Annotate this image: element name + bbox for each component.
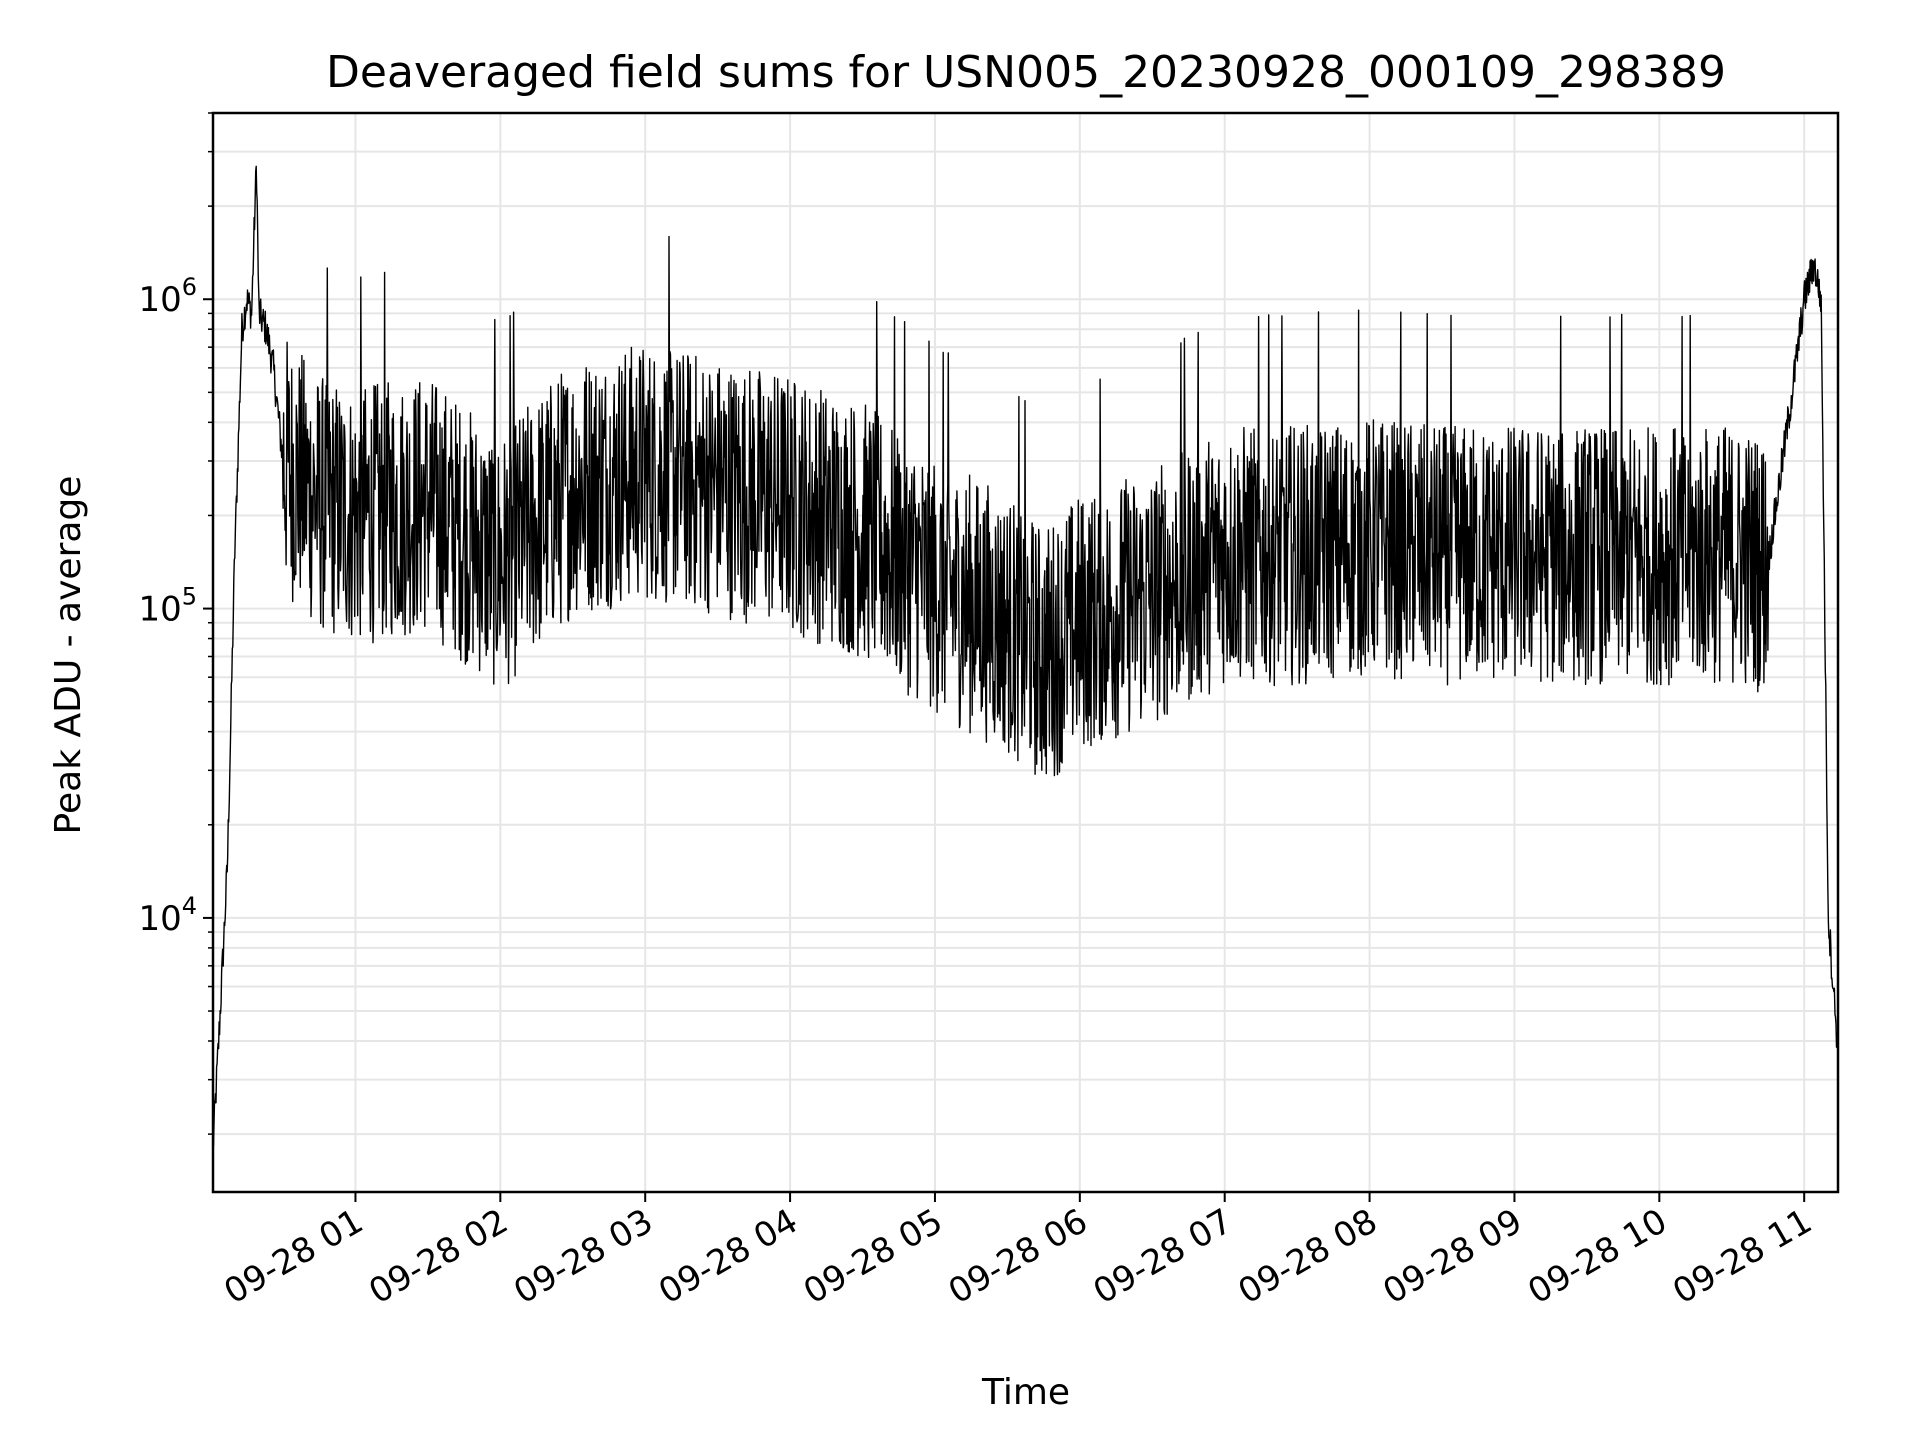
y-tick-label: 106 xyxy=(138,273,197,320)
axes-frame xyxy=(211,111,1840,1194)
x-axis-label: Time xyxy=(981,1372,1070,1413)
y-axis-ticks: 104 105 106 xyxy=(138,112,213,1135)
y-tick-label: 105 xyxy=(138,583,197,630)
series-layer xyxy=(212,165,1839,1147)
series-line xyxy=(212,165,1839,1147)
chart-title: Deaveraged field sums for USN005_2023092… xyxy=(326,47,1726,98)
y-axis-label: Peak ADU - average xyxy=(48,476,89,835)
y-tick-label: 104 xyxy=(138,892,197,939)
grid xyxy=(213,112,1838,1192)
